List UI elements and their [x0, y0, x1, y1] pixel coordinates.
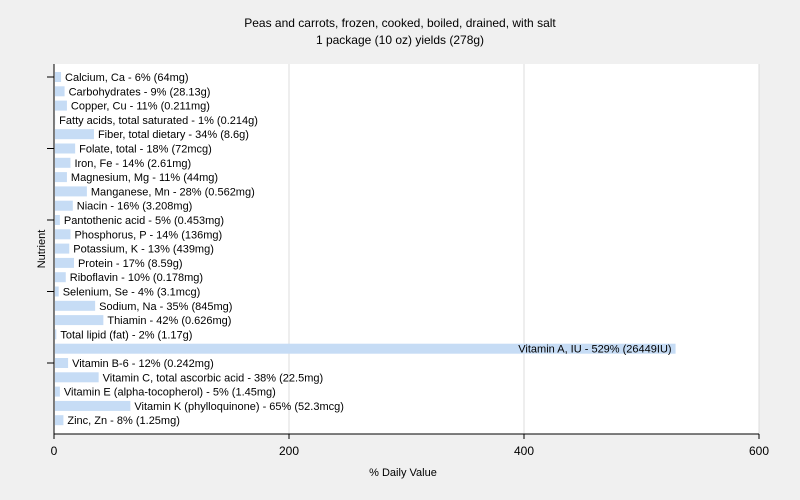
x-tick-label: 0	[51, 444, 58, 458]
bar-label: Manganese, Mn - 28% (0.562mg)	[91, 186, 255, 198]
bar	[55, 72, 62, 82]
bar	[55, 243, 70, 254]
bar-label: Potassium, K - 13% (439mg)	[73, 244, 214, 256]
bar-label: Vitamin C, total ascorbic acid - 38% (22…	[103, 372, 324, 384]
bar	[55, 257, 74, 268]
bar	[55, 143, 76, 154]
bar	[55, 272, 66, 283]
bar-label: Total lipid (fat) - 2% (1.17g)	[60, 329, 192, 341]
x-tick-label: 400	[514, 444, 534, 458]
bar-label: Fatty acids, total saturated - 1% (0.214…	[59, 115, 258, 127]
y-axis-ticks	[47, 76, 54, 364]
bar	[55, 186, 87, 197]
bar-label: Fiber, total dietary - 34% (8.6g)	[98, 129, 249, 141]
x-tick-label: 600	[749, 444, 769, 458]
bar	[55, 372, 99, 383]
bar	[55, 343, 676, 354]
bar	[55, 129, 94, 140]
bar-label: Phosphorus, P - 14% (136mg)	[74, 229, 222, 241]
bar	[55, 157, 71, 168]
bar-label: Copper, Cu - 11% (0.211mg)	[71, 101, 210, 113]
bar-label: Vitamin A, IU - 529% (26449IU)	[518, 344, 671, 356]
bar	[55, 400, 131, 411]
bar-label: Niacin - 16% (3.208mg)	[77, 201, 193, 213]
bar	[55, 286, 59, 297]
bar-label: Calcium, Ca - 6% (64mg)	[65, 72, 188, 84]
plot-area	[54, 64, 759, 434]
bar-label: Folate, total - 18% (72mcg)	[79, 144, 212, 156]
bar-label: Sodium, Na - 35% (845mg)	[99, 301, 232, 313]
bar	[55, 100, 67, 111]
bar-label: Selenium, Se - 4% (3.1mcg)	[63, 287, 201, 299]
bar-label: Thiamin - 42% (0.626mg)	[107, 315, 231, 327]
bar-label: Vitamin E (alpha-tocopherol) - 5% (1.45m…	[64, 387, 276, 399]
bar	[55, 229, 71, 240]
bar	[55, 386, 60, 397]
bar	[55, 358, 69, 368]
y-axis-label: Nutrient	[36, 230, 48, 269]
bar-label: Riboflavin - 10% (0.178mg)	[70, 272, 203, 284]
bar	[55, 315, 104, 326]
bar	[55, 300, 96, 311]
bar-label: Carbohydrates - 9% (28.13g)	[69, 86, 211, 98]
x-axis-ticks: 0 200 400 600	[51, 434, 769, 458]
bar-label: Protein - 17% (8.59g)	[78, 258, 183, 270]
bar-label: Vitamin B-6 - 12% (0.242mg)	[72, 358, 214, 370]
bar	[55, 329, 57, 340]
bar-label: Vitamin K (phylloquinone) - 65% (52.3mcg…	[134, 401, 344, 413]
bar	[55, 172, 67, 183]
bars	[55, 72, 676, 426]
bar	[55, 200, 73, 211]
bar-label: Iron, Fe - 14% (2.61mg)	[74, 158, 191, 170]
x-tick-label: 200	[279, 444, 299, 458]
grid-lines	[288, 64, 760, 434]
bar-label: Magnesium, Mg - 11% (44mg)	[71, 172, 218, 184]
chart-subtitle: 1 package (10 oz) yields (278g)	[316, 33, 484, 47]
chart-title: Peas and carrots, frozen, cooked, boiled…	[244, 16, 556, 30]
x-axis-label: % Daily Value	[369, 467, 437, 479]
bar	[55, 215, 60, 225]
bar-labels: Calcium, Ca - 6% (64mg) Carbohydrates - 9…	[59, 72, 671, 427]
bar-label: Zinc, Zn - 8% (1.25mg)	[67, 415, 179, 427]
bar	[55, 86, 65, 97]
bar	[55, 415, 64, 426]
bar-label: Pantothenic acid - 5% (0.453mg)	[64, 215, 224, 227]
